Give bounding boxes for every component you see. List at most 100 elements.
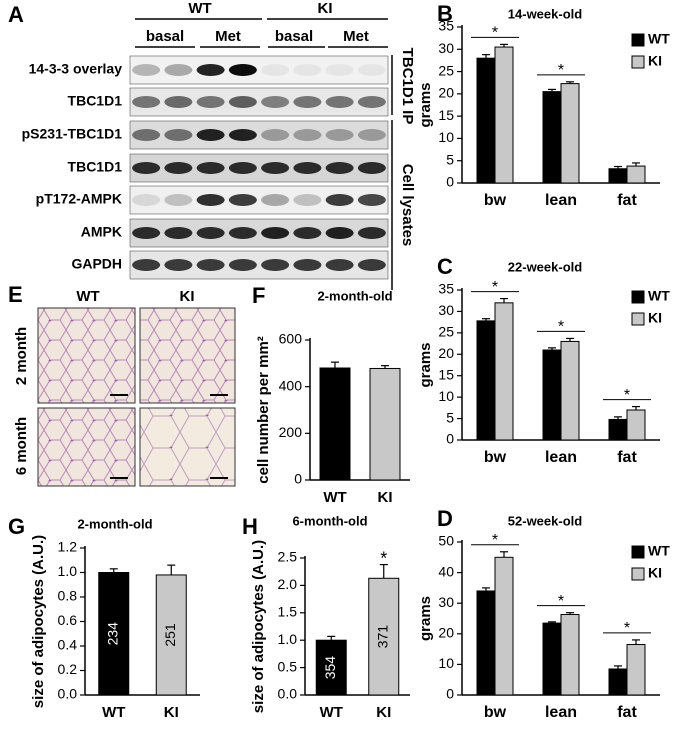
bar [319,367,351,481]
significance-label: * [624,620,630,637]
y-tick-label: 30 [438,594,454,610]
y-tick-label: 0.8 [58,588,78,604]
x-tick-label: KI [378,489,393,506]
y-tick-label: 25 [438,324,454,340]
panel-label: D [437,506,453,531]
chart-title: 6-month-old [292,513,367,528]
band [132,259,161,271]
panel-label: F [252,283,265,308]
panel-label: G [8,514,25,539]
band [261,129,290,141]
band [228,194,257,206]
bar [369,367,401,481]
band [261,64,290,76]
count-label: 234 [104,622,120,646]
y-tick-label: 2.0 [278,576,298,592]
y-axis-label: size of adipocytes (A.U.) [250,540,267,713]
legend-swatch [631,55,645,69]
bar [368,577,400,696]
y-tick-label: 0 [446,431,454,447]
y-tick-label: 20 [438,625,454,641]
band [261,227,290,239]
legend-swatch [631,33,645,47]
legend-label: KI [648,310,662,326]
significance-label: * [492,532,498,549]
band [132,227,161,239]
bar [494,46,514,184]
band [293,227,322,239]
histology-image [139,407,236,487]
row-label: GAPDH [71,256,122,272]
y-axis-label: grams [417,342,434,387]
histology-image [37,407,136,487]
side-label: Cell lysates [399,164,416,247]
y-tick-label: 0.6 [58,612,78,628]
band [357,227,386,239]
bar [626,409,646,441]
bar [626,644,646,696]
band [132,162,161,174]
row-label: AMPK [81,224,122,240]
significance-label: * [380,548,387,568]
band [164,96,193,108]
group-label: WT [188,0,211,17]
y-tick-label: 0 [446,686,454,702]
y-tick-label: 0 [294,471,302,487]
bar [315,639,347,696]
chart-title: 2-month-old [317,288,392,303]
y-tick-label: 20 [438,85,454,101]
legend-swatch [631,290,645,304]
y-tick-label: 0.0 [58,686,78,702]
band [132,64,161,76]
column-label: WT [76,288,99,305]
bar [476,590,496,696]
band [293,162,322,174]
band [293,129,322,141]
bar [542,349,562,441]
band [325,162,354,174]
bar [542,622,562,696]
y-tick-label: 400 [279,377,303,393]
band [261,96,290,108]
condition-label: basal [146,28,184,45]
y-tick-label: 10 [438,655,454,671]
bar [476,57,496,184]
y-axis-label: grams [417,596,434,641]
x-tick-label: bw [484,449,507,466]
band [325,96,354,108]
legend-label: KI [648,565,662,581]
y-tick-label: 1.5 [278,604,298,620]
x-tick-label: WT [102,704,125,721]
bar [98,572,130,696]
legend-label: WT [648,288,670,304]
x-tick-label: fat [617,192,637,209]
y-tick-label: 25 [438,62,454,78]
row-label: TBC1D1 [68,93,123,109]
row-label: TBC1D1 [68,159,123,175]
band [325,64,354,76]
count-label: 371 [374,625,390,649]
y-tick-label: 15 [438,107,454,123]
bar [626,165,646,184]
y-tick-label: 1.0 [58,563,78,579]
band [325,259,354,271]
row-label: 14-3-3 overlay [29,61,123,77]
band [325,227,354,239]
band [293,259,322,271]
y-tick-label: 1.0 [278,631,298,647]
bar [542,91,562,184]
y-tick-label: 0.2 [58,661,78,677]
band [164,129,193,141]
blot-panel: 14-3-3 overlay TBC1D1 pS231-TBC1D1 TBC1D1 pT… [22,55,389,280]
significance-label: * [558,62,564,79]
y-tick-label: 30 [438,40,454,56]
group-label: KI [318,0,333,17]
legend-swatch [631,545,645,559]
band [357,64,386,76]
x-tick-label: lean [545,192,577,209]
histology-image [37,307,136,404]
x-tick-label: fat [617,449,637,466]
x-tick-label: lean [545,704,577,721]
band [357,96,386,108]
bar [560,83,580,184]
